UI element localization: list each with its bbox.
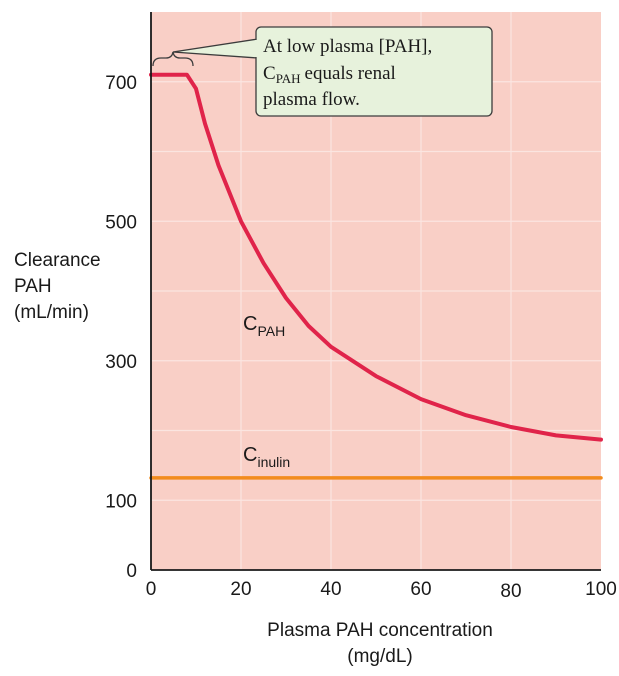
x-tick-label: 100 bbox=[585, 579, 617, 600]
annotation-box bbox=[255, 26, 493, 117]
y-axis-label-line1: Clearance bbox=[14, 250, 101, 271]
tick-labels: 0 100 300 500 700 0 20 40 60 80 100 bbox=[105, 73, 617, 602]
annotation-joint bbox=[255, 40, 259, 57]
cinulin-curve-label: Cinulin bbox=[243, 444, 290, 470]
cpah-curve-label: CPAH bbox=[243, 313, 285, 339]
x-axis-unit: (mg/dL) bbox=[347, 646, 412, 667]
axes bbox=[150, 12, 601, 571]
annotation-cpah-main: C bbox=[263, 63, 276, 84]
y-tick-label: 300 bbox=[105, 352, 137, 373]
annotation-cpah-sub: PAH bbox=[276, 71, 301, 86]
x-tick-label: 80 bbox=[500, 581, 521, 602]
cinulin-label-main: C bbox=[243, 444, 257, 466]
y-axis-label-line2: PAH bbox=[14, 276, 52, 297]
x-axis-label: Plasma PAH concentration bbox=[267, 620, 493, 641]
annotation-callout: At low plasma [PAH], CPAH equals renal pl… bbox=[152, 26, 493, 117]
y-tick-label: 500 bbox=[105, 212, 137, 233]
annotation-line2: CPAH equals renal bbox=[263, 63, 396, 86]
x-tick-label: 60 bbox=[410, 579, 431, 600]
y-tick-label: 100 bbox=[105, 491, 137, 512]
x-tick-label: 0 bbox=[146, 579, 157, 600]
annotation-line3: plasma flow. bbox=[263, 89, 360, 110]
cpah-label-main: C bbox=[243, 313, 257, 335]
x-tick-label: 40 bbox=[320, 579, 341, 600]
series-group bbox=[149, 72, 603, 480]
series-line-pah bbox=[149, 72, 603, 442]
annotation-line2-rest: equals renal bbox=[305, 63, 396, 84]
cpah-label-sub: PAH bbox=[257, 323, 285, 339]
annotation-line1: At low plasma [PAH], bbox=[263, 36, 432, 57]
x-tick-label: 20 bbox=[230, 579, 251, 600]
cinulin-label-sub: inulin bbox=[257, 454, 290, 470]
y-axis-label-line3: (mL/min) bbox=[14, 302, 89, 323]
y-tick-label: 700 bbox=[105, 73, 137, 94]
y-tick-label: 0 bbox=[126, 561, 137, 582]
